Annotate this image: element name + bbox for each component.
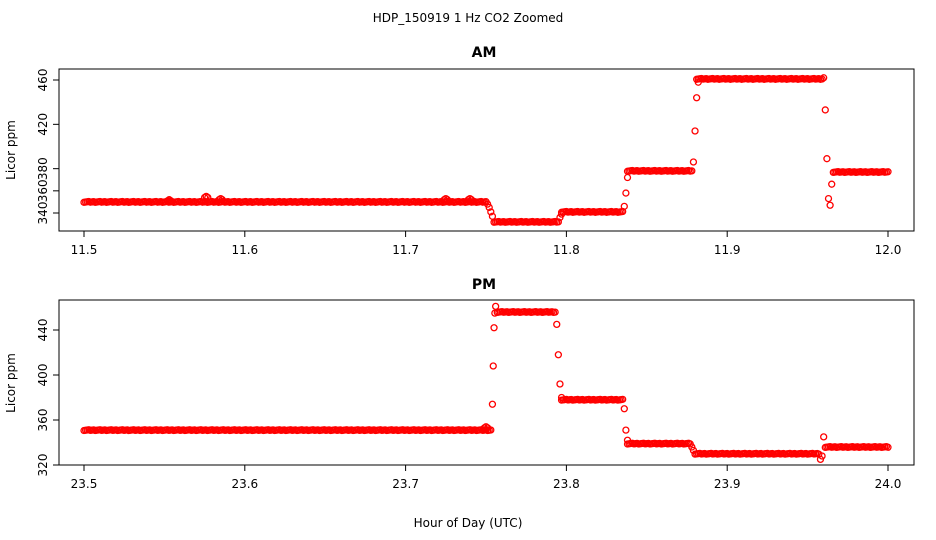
data-point xyxy=(488,212,497,220)
data-point xyxy=(491,309,499,317)
data-point xyxy=(688,167,696,175)
plot-frame-am xyxy=(58,68,915,232)
x-tick-label: 11.7 xyxy=(392,243,419,257)
data-point xyxy=(553,320,561,329)
data-point xyxy=(165,196,173,204)
data-point xyxy=(620,405,628,413)
x-tick-label: 12.0 xyxy=(875,243,902,257)
data-point xyxy=(487,208,495,216)
data-point xyxy=(485,203,493,212)
data-point xyxy=(623,173,632,182)
data-points-pm xyxy=(80,302,892,464)
data-point xyxy=(556,380,564,388)
data-point xyxy=(557,210,566,218)
data-point xyxy=(480,424,489,432)
data-point xyxy=(167,197,175,205)
data-point xyxy=(689,446,698,455)
data-point xyxy=(551,308,559,316)
figure-suptitle: HDP_150919 1 Hz CO2 Zoomed xyxy=(373,11,564,25)
data-point xyxy=(620,202,628,211)
data-point xyxy=(821,106,829,114)
y-tick-label: 440 xyxy=(36,319,50,342)
data-point xyxy=(554,351,563,359)
data-point xyxy=(691,127,699,135)
x-tick-label: 23.5 xyxy=(71,477,98,491)
data-point xyxy=(828,180,836,188)
y-tick-label: 460 xyxy=(36,69,50,92)
data-point xyxy=(694,78,702,86)
panel-title-pm: PM xyxy=(472,277,496,293)
x-tick-label: 23.7 xyxy=(392,477,419,491)
data-point xyxy=(204,193,212,202)
data-point xyxy=(557,393,566,402)
data-point xyxy=(692,94,701,102)
data-point xyxy=(200,193,209,202)
data-point xyxy=(820,433,828,441)
y-axis-label-pm: Licor ppm xyxy=(4,353,18,413)
data-point xyxy=(554,218,563,226)
data-point xyxy=(483,424,492,432)
data-point xyxy=(467,196,476,204)
data-point xyxy=(217,194,225,203)
data-point xyxy=(440,196,448,204)
data-points-am xyxy=(80,74,892,226)
y-tick-label: 420 xyxy=(36,113,50,136)
x-tick-label: 11.9 xyxy=(714,243,741,257)
x-tick-label: 11.6 xyxy=(231,243,258,257)
y-tick-label: 360 xyxy=(36,179,50,202)
data-point xyxy=(163,197,172,205)
data-point xyxy=(482,423,490,431)
data-point xyxy=(884,443,892,451)
y-tick-label: 320 xyxy=(36,454,50,477)
data-point xyxy=(816,455,825,464)
panel-title-am: AM xyxy=(472,45,497,61)
data-point xyxy=(826,201,834,209)
data-point xyxy=(818,75,826,83)
data-point xyxy=(884,168,892,176)
data-point xyxy=(464,196,472,204)
data-point xyxy=(466,194,474,203)
x-tick-label: 23.8 xyxy=(553,477,580,491)
data-point xyxy=(820,74,828,82)
data-point xyxy=(689,158,698,166)
data-point xyxy=(818,452,826,460)
x-tick-label: 23.9 xyxy=(714,477,741,491)
data-point xyxy=(824,194,833,203)
data-point xyxy=(489,362,497,370)
data-point xyxy=(443,196,452,204)
x-ticks-am: 11.5 11.6 11.7 11.8 11.9 12.0 xyxy=(71,231,902,257)
data-point xyxy=(490,324,498,332)
data-point xyxy=(823,155,831,163)
y-tick-label: 400 xyxy=(36,364,50,387)
x-axis-label-shared: Hour of Day (UTC) xyxy=(414,516,523,530)
data-point xyxy=(202,192,210,201)
y-axis-label-am: Licor ppm xyxy=(4,120,18,180)
x-tick-label: 11.8 xyxy=(553,243,580,257)
y-ticks-pm: 320 360 400 440 xyxy=(36,319,59,477)
data-point xyxy=(622,426,630,434)
data-point xyxy=(218,196,226,204)
data-point xyxy=(623,436,632,444)
data-point xyxy=(215,196,223,204)
panel-pm: PM 23.5 23.6 23.7 23.8 23.9 24.0 320 360 400 440… xyxy=(4,277,915,491)
data-point xyxy=(688,443,696,451)
data-point xyxy=(442,194,450,203)
y-tick-label: 360 xyxy=(36,409,50,432)
x-tick-label: 11.5 xyxy=(71,243,98,257)
x-tick-label: 24.0 xyxy=(875,477,902,491)
data-point xyxy=(491,302,500,311)
plot-frame-pm xyxy=(58,299,915,466)
data-point xyxy=(488,400,497,408)
y-tick-label: 380 xyxy=(36,157,50,180)
x-ticks-pm: 23.5 23.6 23.7 23.8 23.9 24.0 xyxy=(71,465,902,491)
x-tick-label: 23.6 xyxy=(231,477,258,491)
data-point xyxy=(619,395,627,403)
y-tick-label: 340 xyxy=(36,202,50,225)
data-point xyxy=(622,189,630,197)
